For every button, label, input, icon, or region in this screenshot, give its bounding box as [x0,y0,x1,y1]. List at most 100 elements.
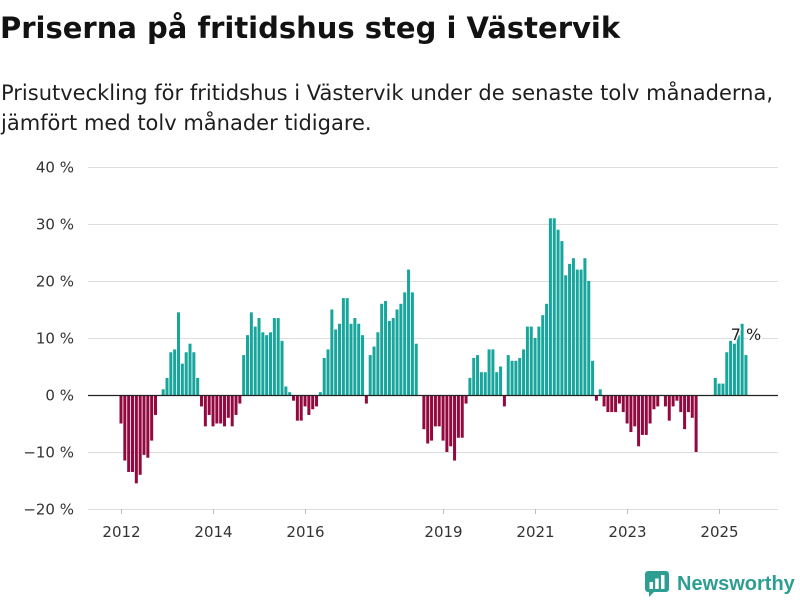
y-tick-label: −10 % [23,444,74,462]
bar-positive [180,363,184,395]
bar-positive [368,355,372,395]
y-tick-label: 0 % [45,387,74,405]
bar-positive [269,332,273,395]
bar-positive [537,326,541,395]
bar-negative [142,395,146,455]
bar-positive [177,312,181,395]
bar-positive [318,392,322,395]
bar-positive [410,292,414,395]
bar-negative [671,395,675,407]
bar-negative [640,395,644,435]
bar-negative [433,395,437,427]
bar-negative [303,395,307,407]
bar-negative [307,395,311,415]
x-tick-label: 2012 [102,523,140,541]
bar-negative [364,395,368,404]
bar-negative [629,395,633,433]
y-axis-labels: 40 % 30 % 20 % 10 % 0 % −10 % −20 % [23,159,74,519]
bar-positive [403,292,407,395]
bar-negative [299,395,303,421]
data-labels: 7 % [729,324,762,346]
bar-negative [610,395,614,413]
bar-negative [449,395,453,447]
bar-positive [552,218,556,395]
bar-positive [261,332,265,395]
bar-positive [579,269,583,395]
bar-positive [188,343,192,395]
bar-positive [491,349,495,395]
bar-negative [123,395,127,461]
bar-negative [292,395,296,401]
bar-negative [679,395,683,413]
bar-positive [330,309,334,395]
y-tick-label: 40 % [36,159,74,177]
bars [119,218,748,484]
bar-negative [131,395,134,472]
bar-positive [322,357,326,395]
bar-negative [295,395,299,421]
x-tick-label: 2023 [608,523,646,541]
bar-positive [387,320,391,395]
bar-positive [483,372,487,395]
bar-negative [134,395,138,484]
bar-negative [150,395,154,441]
bar-negative [223,395,227,427]
bar-negative [426,395,430,444]
bar-negative [625,395,629,424]
bar-positive [276,318,280,395]
bar-positive [525,326,529,395]
bar-positive [583,258,587,395]
bar-negative [453,395,457,461]
bar-positive [468,377,472,395]
bar-negative [200,395,204,407]
bar-positive [338,323,342,395]
bar-negative [154,395,158,415]
bar-negative [637,395,641,447]
bar-positive [587,281,591,395]
bar-positive [740,323,744,395]
bar-negative [456,395,460,438]
bar-positive [487,349,491,395]
chart-title: Priserna på fritidshus steg i Västervik [0,11,621,45]
bar-positive [472,357,476,395]
bar-negative [211,395,215,427]
bar-negative [663,395,667,407]
bar-positive [721,383,725,395]
bar-negative [207,395,211,415]
bar-chart-logo-icon [645,571,669,597]
bar-positive [326,349,330,395]
bar-positive [165,377,169,395]
bar-positive [725,352,729,395]
bar-negative [690,395,694,418]
bar-negative [656,395,660,407]
bar-negative [694,395,698,452]
bar-positive [591,360,595,395]
bar-positive [713,377,717,395]
bar-positive [257,318,261,395]
bar-negative [315,395,319,407]
bar-positive [242,355,246,395]
bar-positive [571,258,575,395]
bar-positive [280,340,284,395]
bar-negative [138,395,142,475]
bar-positive [391,318,395,395]
bar-positive [495,372,499,395]
bar-positive [545,303,549,395]
bar-positive [169,352,173,395]
gridlines [88,167,778,510]
bar-positive [518,357,522,395]
bar-negative [502,395,506,407]
y-tick-label: 10 % [36,330,74,348]
x-tick-label: 2025 [700,523,738,541]
bar-negative [230,395,234,427]
bar-positive [732,343,736,395]
bar-positive [476,355,480,395]
bar-positive [372,346,376,395]
bar-positive [414,343,418,395]
x-tick-label: 2019 [424,523,462,541]
bar-negative [441,395,445,441]
bar-positive [349,323,353,395]
bar-positive [568,263,572,395]
bar-positive [514,360,518,395]
